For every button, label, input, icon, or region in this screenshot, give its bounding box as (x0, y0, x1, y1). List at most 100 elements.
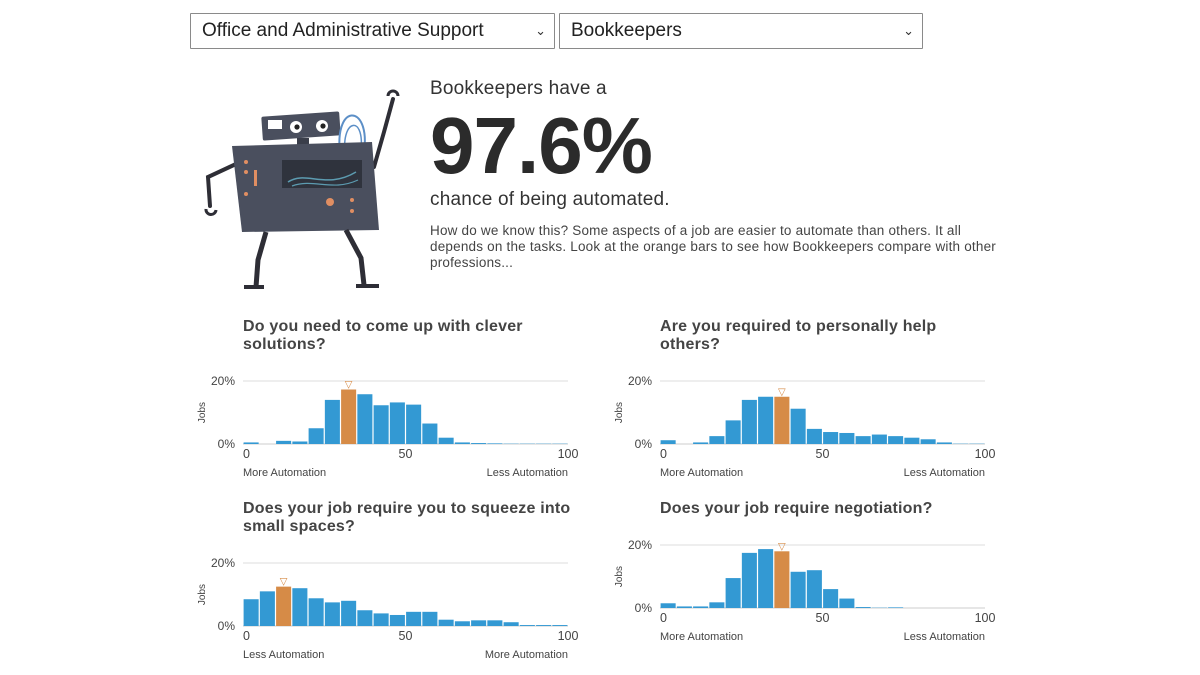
bar (292, 588, 308, 626)
bar (324, 602, 340, 626)
bar (725, 420, 741, 444)
bar (871, 434, 887, 444)
x-tick-label: 100 (975, 611, 996, 625)
highlight-bar (774, 551, 790, 608)
bar (243, 442, 259, 444)
bar (422, 423, 438, 444)
chevron-down-icon: ⌄ (903, 23, 914, 38)
bar (503, 622, 519, 626)
bar (471, 443, 487, 444)
y-tick-label: 0% (635, 437, 653, 451)
bar (487, 443, 503, 444)
category-select-value: Office and Administrative Support (202, 20, 484, 41)
bar (357, 610, 373, 626)
bar (373, 405, 389, 444)
bar (471, 620, 487, 626)
bar (438, 437, 454, 444)
chart-help-others: Are you required to personally help othe… (614, 318, 1010, 493)
x-tick-label: 50 (399, 629, 413, 643)
y-tick-label: 0% (635, 601, 653, 615)
y-axis-label: Jobs (614, 402, 625, 423)
bar (709, 602, 725, 608)
bar (454, 442, 470, 444)
bar (806, 428, 822, 444)
chart-small-spaces: Does your job require you to squeeze int… (197, 500, 593, 675)
bar (839, 598, 855, 608)
x-tick-label: 100 (558, 629, 579, 643)
highlight-marker: ▽ (345, 380, 353, 391)
right-direction-label: Less Automation (904, 631, 985, 643)
x-tick-label: 0 (660, 447, 667, 461)
bar (536, 625, 552, 626)
bar (341, 600, 357, 626)
right-direction-label: Less Automation (487, 467, 568, 479)
bar (741, 399, 757, 444)
chart-title: Does your job require you to squeeze int… (243, 500, 571, 535)
category-select[interactable]: Office and Administrative Support ⌄ (190, 13, 555, 49)
bar (308, 598, 324, 626)
bar (438, 619, 454, 626)
bar (904, 437, 920, 444)
y-tick-label: 20% (211, 374, 235, 388)
histogram-svg: 20% 0% Jobs ▽ 0 50 100 More Automation Less Auto… (614, 538, 996, 643)
x-tick-label: 0 (243, 447, 250, 461)
highlight-bar (276, 586, 292, 626)
bar (790, 571, 806, 608)
job-select[interactable]: Bookkeepers ⌄ (559, 13, 923, 49)
bar (693, 606, 709, 608)
chart-clever-solutions: Do you need to come up with clever solut… (197, 318, 593, 493)
bar (660, 603, 676, 608)
bar (389, 614, 405, 626)
bar (920, 439, 936, 444)
bar (422, 611, 438, 626)
bar (790, 408, 806, 444)
intro-trail-text: chance of being automated. (430, 189, 670, 210)
bar (454, 621, 470, 626)
x-tick-label: 50 (399, 447, 413, 461)
robot-illustration (204, 89, 400, 289)
highlight-marker: ▽ (778, 541, 786, 552)
y-tick-label: 20% (628, 374, 652, 388)
bar (855, 607, 871, 608)
bar (660, 440, 676, 444)
bar (709, 436, 725, 444)
chart-negotiation: Does your job require negotiation? 20% 0% J… (614, 500, 1010, 675)
bar (292, 441, 308, 444)
bar (389, 402, 405, 444)
bar (888, 607, 904, 608)
bar (888, 436, 904, 444)
intro-lead-text: Bookkeepers have a (430, 78, 607, 99)
intro-description: How do we know this? Some aspects of a j… (430, 223, 996, 270)
bar (758, 396, 774, 444)
bar (519, 625, 535, 626)
y-tick-label: 0% (218, 619, 236, 633)
histogram-svg: 20% 0% Jobs ▽ 0 50 100 More Automation Less Auto… (197, 374, 578, 479)
x-tick-label: 0 (243, 629, 250, 643)
bar (487, 620, 503, 626)
highlight-marker: ▽ (778, 387, 786, 398)
y-tick-label: 20% (628, 538, 652, 552)
highlight-bar (774, 396, 790, 444)
bar (823, 589, 839, 608)
bar (406, 404, 422, 444)
right-direction-label: More Automation (485, 649, 568, 661)
bar (276, 440, 292, 444)
chart-title: Are you required to personally help othe… (660, 318, 937, 353)
chevron-down-icon: ⌄ (535, 23, 546, 38)
y-tick-label: 20% (211, 556, 235, 570)
bar (552, 625, 568, 626)
bar (936, 442, 952, 444)
bar (806, 570, 822, 608)
automation-percent: 97.6% (430, 101, 653, 190)
bar (243, 599, 259, 626)
histogram-svg: 20% 0% Jobs ▽ 0 50 100 More Automation Less Auto… (614, 374, 995, 479)
bar (308, 428, 324, 444)
x-tick-label: 50 (816, 447, 830, 461)
y-axis-label: Jobs (614, 566, 625, 587)
left-direction-label: More Automation (660, 631, 743, 643)
bar (324, 399, 340, 444)
bar (357, 394, 373, 444)
bar (676, 606, 692, 608)
bar (373, 613, 389, 626)
bar (855, 436, 871, 444)
